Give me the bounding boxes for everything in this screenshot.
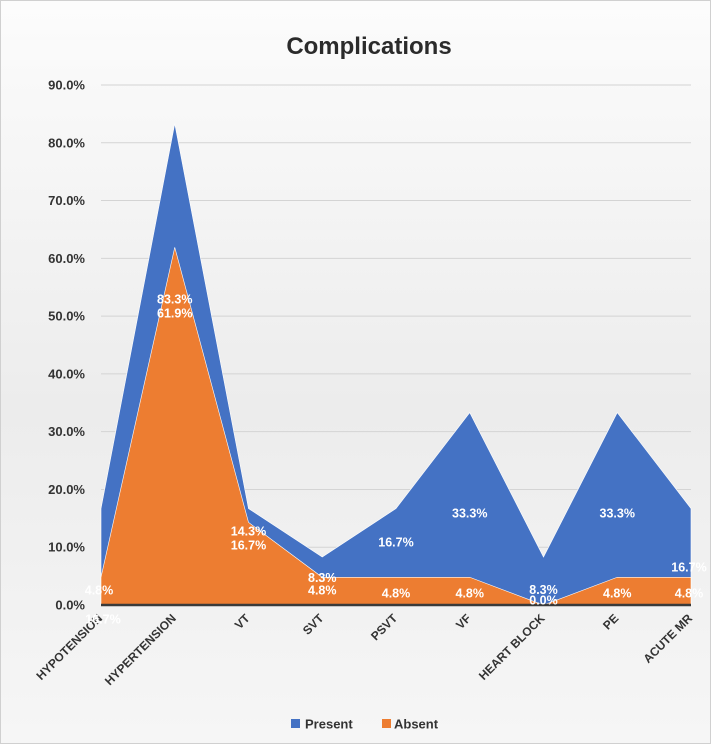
legend-label-absent: Absent bbox=[394, 717, 439, 732]
area-series bbox=[100, 123, 692, 606]
data-label-absent: 4.8% bbox=[675, 586, 704, 600]
chart-title: Complications bbox=[286, 33, 451, 60]
y-tick-label: 30.0% bbox=[48, 424, 85, 439]
y-tick-label: 0.0% bbox=[55, 598, 85, 613]
y-tick-label: 10.0% bbox=[48, 540, 85, 555]
data-label-present: 16.7% bbox=[231, 539, 266, 553]
x-category-label: VT bbox=[232, 611, 253, 632]
data-label-present: 16.7% bbox=[378, 536, 413, 550]
data-label-present: 16.7% bbox=[671, 561, 706, 575]
data-label-present: 8.3% bbox=[308, 571, 337, 585]
data-label-present: 33.3% bbox=[600, 507, 635, 521]
x-category-label: PSVT bbox=[368, 611, 401, 644]
y-tick-label: 70.0% bbox=[48, 193, 85, 208]
data-label-absent: 61.9% bbox=[157, 306, 192, 320]
data-label-absent: 4.8% bbox=[85, 583, 114, 597]
data-label-absent: 0.0% bbox=[529, 594, 558, 608]
y-tick-label: 20.0% bbox=[48, 482, 85, 497]
x-category-label: PE bbox=[600, 611, 621, 632]
x-category-label: HEART BLOCK bbox=[476, 611, 548, 683]
area-absent bbox=[100, 247, 692, 606]
legend: Present Absent bbox=[291, 717, 439, 732]
legend-label-present: Present bbox=[305, 717, 353, 732]
legend-swatch-present bbox=[291, 719, 300, 728]
y-tick-label: 90.0% bbox=[48, 78, 85, 93]
data-label-absent: 4.8% bbox=[382, 586, 411, 600]
data-label-present: 16.7% bbox=[85, 613, 120, 627]
data-label-absent: 14.3% bbox=[231, 524, 266, 538]
y-tick-label: 80.0% bbox=[48, 135, 85, 150]
x-category-label: ACUTE MR bbox=[640, 611, 695, 666]
x-category-label: SVT bbox=[300, 611, 327, 638]
data-label-absent: 4.8% bbox=[308, 583, 337, 597]
data-label-present: 8.3% bbox=[529, 583, 558, 597]
data-labels: 16.7% 83.3% 16.7% 8.3% 16.7% 33.3% 8.3% 33.3% 16… bbox=[85, 293, 707, 627]
legend-swatch-absent bbox=[382, 719, 391, 728]
data-label-absent: 4.8% bbox=[603, 586, 632, 600]
data-label-present: 33.3% bbox=[452, 507, 487, 521]
data-label-present: 83.3% bbox=[157, 293, 192, 307]
y-tick-label: 60.0% bbox=[48, 251, 85, 266]
data-label-absent: 4.8% bbox=[456, 586, 485, 600]
x-category-label: VF bbox=[453, 611, 474, 632]
y-tick-label: 40.0% bbox=[48, 366, 85, 381]
y-tick-label: 50.0% bbox=[48, 309, 85, 324]
